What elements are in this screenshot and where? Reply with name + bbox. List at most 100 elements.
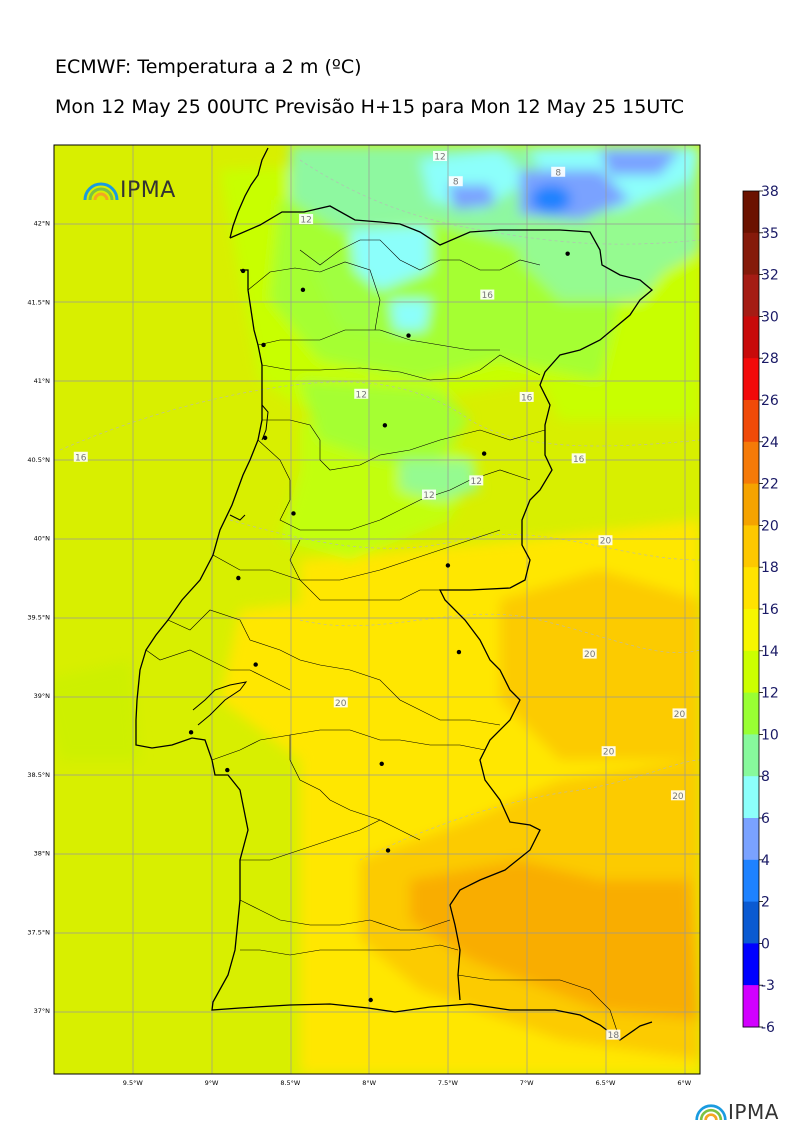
contour-label: 20 [582,648,597,660]
svg-text:20: 20 [674,710,686,720]
lat-tick-label: 41°N [34,377,51,385]
colorbar-tick-label: 14 [761,644,779,660]
city-dot [291,511,296,516]
svg-text:8: 8 [555,168,561,178]
contour-label: 8 [551,166,566,178]
colorbar-tick-label: 24 [761,435,779,451]
contour-label: 20 [333,697,348,709]
svg-text:12: 12 [471,477,482,487]
city-dot [406,333,411,338]
colorbar-swatch [743,650,759,694]
lon-tick-label: 7.5°W [438,1079,459,1087]
colorbar-swatch [743,441,759,485]
city-dot [188,730,194,735]
contour-label: 20 [670,790,685,802]
colorbar-swatch [743,943,759,986]
lat-tick-label: 39°N [34,692,51,700]
lat-tick-label: 38°N [34,850,51,858]
colorbar-tick-label: 16 [761,602,779,618]
colorbar-swatch [743,358,759,401]
contour-label: 12 [433,151,448,163]
colorbar-tick-label: 28 [761,351,779,367]
city-dot [368,997,373,1003]
colorbar-tick-label: 8 [761,769,770,785]
contour-label: 12 [299,214,314,226]
map-frame [53,144,701,1075]
rainbow-icon [695,1104,727,1121]
contour-label: 20 [672,708,687,720]
colorbar-swatch [743,859,759,903]
lon-tick-label: 9.5°W [123,1079,144,1087]
city-dot [300,287,306,293]
lat-tick-label: 37.5°N [27,928,50,936]
ipma-footer-logo: IPMA [694,1100,779,1124]
city-dot [262,435,268,441]
svg-text:20: 20 [584,650,596,660]
colorbar-swatch [743,483,759,526]
coastline-borders [135,147,654,1041]
colorbar-swatch [743,818,759,861]
svg-text:16: 16 [573,455,585,465]
colorbar-tick-label: 22 [761,477,779,493]
colorbar-swatch [743,316,759,359]
svg-text:12: 12 [434,153,445,163]
city-dot [379,761,384,767]
ipma-footer-logo-text: IPMA [728,1100,779,1124]
svg-text:12: 12 [356,390,367,400]
contour-label: 12 [354,388,369,400]
contour-label: 12 [469,475,484,487]
colorbar-swatch [743,567,759,610]
lat-tick-label: 40°N [34,535,51,543]
city-dot [456,649,462,655]
colorbar-swatch [743,776,759,819]
colorbar-swatch [743,985,759,1027]
ipma-logo-text: IPMA [120,178,176,203]
colorbar-tick-label: 20 [761,518,779,534]
colorbar-swatch [743,734,759,777]
lon-tick-label: 8.5°W [280,1079,301,1087]
colorbar-tick-label: 18 [761,560,779,576]
city-dot [445,563,451,568]
svg-text:20: 20 [600,537,612,547]
colorbar-tick-label: 0 [761,936,770,952]
svg-text:12: 12 [300,216,311,226]
colorbar-swatch [743,692,759,735]
lat-tick-label: 39.5°N [27,613,50,621]
contour-label: 18 [606,1029,621,1041]
colorbar-tick-label: 2 [761,895,770,911]
contour-label: 16 [73,451,88,463]
city-dot [382,423,388,428]
svg-text:16: 16 [482,291,494,301]
contour-label: 16 [519,391,534,403]
svg-text:16: 16 [75,453,87,463]
chart-subtitle: Mon 12 May 25 00UTC Previsão H+15 para M… [55,96,684,118]
svg-text:20: 20 [672,792,684,802]
contour-label: 8 [448,176,463,188]
colorbar-tick-label: -6 [761,1020,775,1036]
temperature-field [54,145,700,1074]
svg-text:8: 8 [453,178,459,188]
colorbar-swatch [743,191,759,234]
ipma-logo: IPMA [82,178,176,203]
city-dot [225,767,230,773]
lon-tick-label: 6.5°W [595,1079,616,1087]
contour-label: 16 [480,289,495,301]
colorbar-tick-label: 12 [761,686,779,702]
lon-tick-label: 7°W [520,1079,534,1087]
colorbar-swatch [743,609,759,652]
colorbar-swatch [743,274,759,317]
colorbar-tick-label: 38 [761,184,779,200]
colorbar-tick-label: 4 [761,853,770,869]
contour-label: 20 [601,746,616,758]
city-dot [253,662,258,667]
lat-tick-label: 37°N [34,1007,51,1015]
chart-title: ECMWF: Temperatura a 2 m (ºC) [55,56,362,78]
colorbar-tick-label: 32 [761,268,779,284]
svg-text:12: 12 [423,491,434,501]
svg-text:18: 18 [608,1031,620,1041]
contour-labels: 12 8 8 12 16 12 16 16 16 12 12 20 20 20 20 20 20 18 [73,151,687,1041]
contour-label: 20 [598,535,613,547]
lat-tick-label: 40.5°N [27,456,50,464]
lat-tick-label: 42°N [34,220,51,228]
